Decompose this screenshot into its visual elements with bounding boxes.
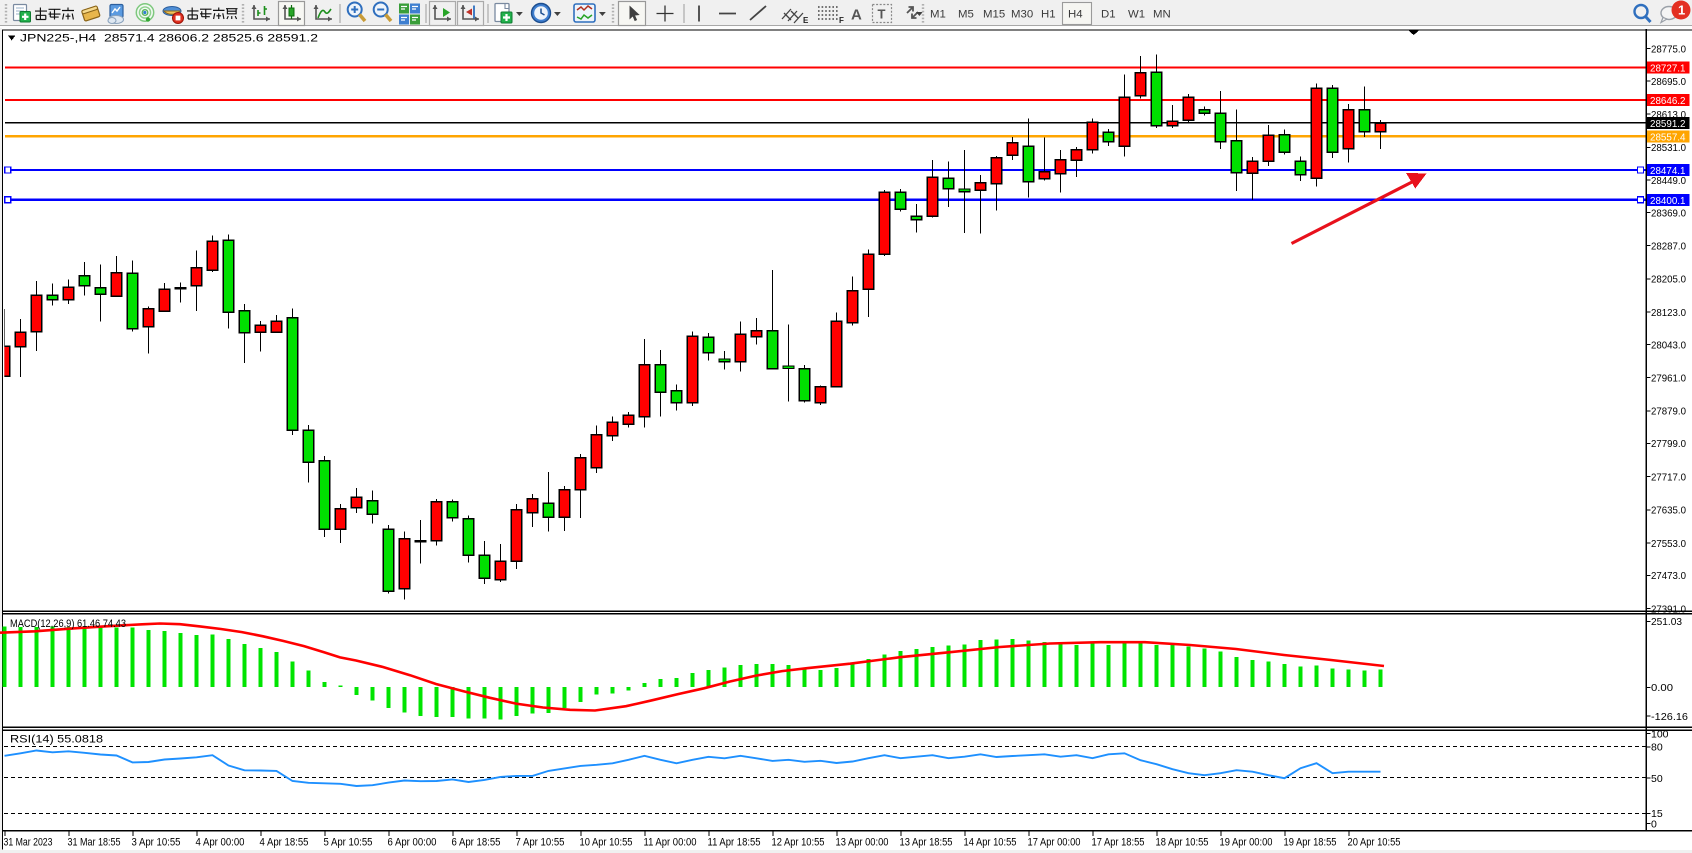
svg-text:MN: MN	[1153, 8, 1171, 20]
svg-text:M5: M5	[958, 8, 974, 20]
svg-text:20 Apr 10:55: 20 Apr 10:55	[1348, 837, 1401, 849]
svg-text:80: 80	[1651, 742, 1663, 754]
svg-text:31 Mar 2023: 31 Mar 2023	[4, 837, 53, 849]
svg-text:50: 50	[1651, 773, 1663, 785]
svg-text:0: 0	[1651, 818, 1657, 830]
svg-text:28369.0: 28369.0	[1651, 207, 1686, 219]
svg-text:28474.1: 28474.1	[1650, 165, 1686, 177]
svg-text:M1: M1	[930, 8, 946, 20]
svg-text:27961.0: 27961.0	[1651, 373, 1686, 385]
svg-text:14 Apr 10:55: 14 Apr 10:55	[964, 837, 1017, 849]
svg-text:28043.0: 28043.0	[1651, 339, 1686, 351]
svg-text:27473.0: 27473.0	[1651, 570, 1686, 582]
svg-text:A: A	[851, 7, 862, 24]
svg-text:27717.0: 27717.0	[1651, 471, 1686, 483]
svg-text:D1: D1	[1101, 8, 1116, 20]
svg-text:27879.0: 27879.0	[1651, 406, 1686, 418]
svg-text:27799.0: 27799.0	[1651, 438, 1686, 450]
svg-text:0.00: 0.00	[1651, 682, 1673, 694]
svg-text:28695.0: 28695.0	[1651, 76, 1686, 88]
svg-text:28123.0: 28123.0	[1651, 307, 1686, 319]
svg-text:H1: H1	[1041, 8, 1056, 20]
svg-text:28287.0: 28287.0	[1651, 240, 1686, 252]
svg-text:1: 1	[1678, 3, 1685, 18]
svg-text:3 Apr 10:55: 3 Apr 10:55	[132, 837, 181, 849]
svg-text:100: 100	[1651, 728, 1669, 740]
svg-text:RSI(14) 55.0818: RSI(14) 55.0818	[10, 734, 103, 746]
svg-text:11 Apr 00:00: 11 Apr 00:00	[644, 837, 697, 849]
svg-text:17 Apr 18:55: 17 Apr 18:55	[1092, 837, 1145, 849]
svg-text:28400.1: 28400.1	[1650, 195, 1686, 207]
svg-text:19 Apr 18:55: 19 Apr 18:55	[1284, 837, 1337, 849]
svg-text:4 Apr 18:55: 4 Apr 18:55	[260, 837, 309, 849]
svg-text:T: T	[878, 7, 886, 22]
svg-text:28449.0: 28449.0	[1651, 175, 1686, 187]
svg-text:12 Apr 10:55: 12 Apr 10:55	[772, 837, 825, 849]
svg-text:5 Apr 10:55: 5 Apr 10:55	[324, 837, 373, 849]
svg-text:28646.2: 28646.2	[1650, 95, 1686, 107]
svg-text:7 Apr 10:55: 7 Apr 10:55	[516, 837, 565, 849]
svg-text:27553.0: 27553.0	[1651, 538, 1686, 550]
svg-text:E: E	[803, 16, 809, 25]
svg-text:28727.1: 28727.1	[1650, 63, 1686, 75]
svg-text:W1: W1	[1128, 8, 1145, 20]
svg-text:31 Mar 18:55: 31 Mar 18:55	[68, 837, 121, 849]
svg-text:4 Apr 00:00: 4 Apr 00:00	[196, 837, 245, 849]
svg-text:27391.0: 27391.0	[1651, 604, 1686, 616]
svg-text:28531.0: 28531.0	[1651, 142, 1686, 154]
svg-text:19 Apr 00:00: 19 Apr 00:00	[1220, 837, 1273, 849]
svg-text:27635.0: 27635.0	[1651, 505, 1686, 517]
svg-text:11 Apr 18:55: 11 Apr 18:55	[708, 837, 761, 849]
svg-text:M15: M15	[983, 8, 1005, 20]
svg-text:M30: M30	[1011, 8, 1033, 20]
svg-text:251.03: 251.03	[1651, 616, 1682, 628]
svg-text:JPN225-,H4 28571.4 28606.2 28: JPN225-,H4 28571.4 28606.2 28525.6 28591…	[20, 33, 318, 45]
svg-text:28205.0: 28205.0	[1651, 274, 1686, 286]
svg-text:6 Apr 18:55: 6 Apr 18:55	[452, 837, 501, 849]
svg-text:18 Apr 10:55: 18 Apr 10:55	[1156, 837, 1209, 849]
svg-text:15: 15	[1651, 808, 1663, 820]
svg-text:13 Apr 00:00: 13 Apr 00:00	[836, 837, 889, 849]
svg-text:28591.2: 28591.2	[1650, 118, 1686, 130]
svg-text:MACD(12,26,9) 61.46 74.43: MACD(12,26,9) 61.46 74.43	[10, 618, 126, 630]
svg-text:-126.16: -126.16	[1651, 711, 1688, 723]
svg-text:F: F	[839, 16, 844, 25]
svg-text:28775.0: 28775.0	[1651, 43, 1686, 55]
svg-text:17 Apr 00:00: 17 Apr 00:00	[1028, 837, 1081, 849]
svg-text:28557.4: 28557.4	[1650, 131, 1686, 143]
svg-text:6 Apr 00:00: 6 Apr 00:00	[388, 837, 437, 849]
svg-text:10 Apr 10:55: 10 Apr 10:55	[580, 837, 633, 849]
svg-text:H4: H4	[1068, 8, 1083, 20]
svg-text:13 Apr 18:55: 13 Apr 18:55	[900, 837, 953, 849]
